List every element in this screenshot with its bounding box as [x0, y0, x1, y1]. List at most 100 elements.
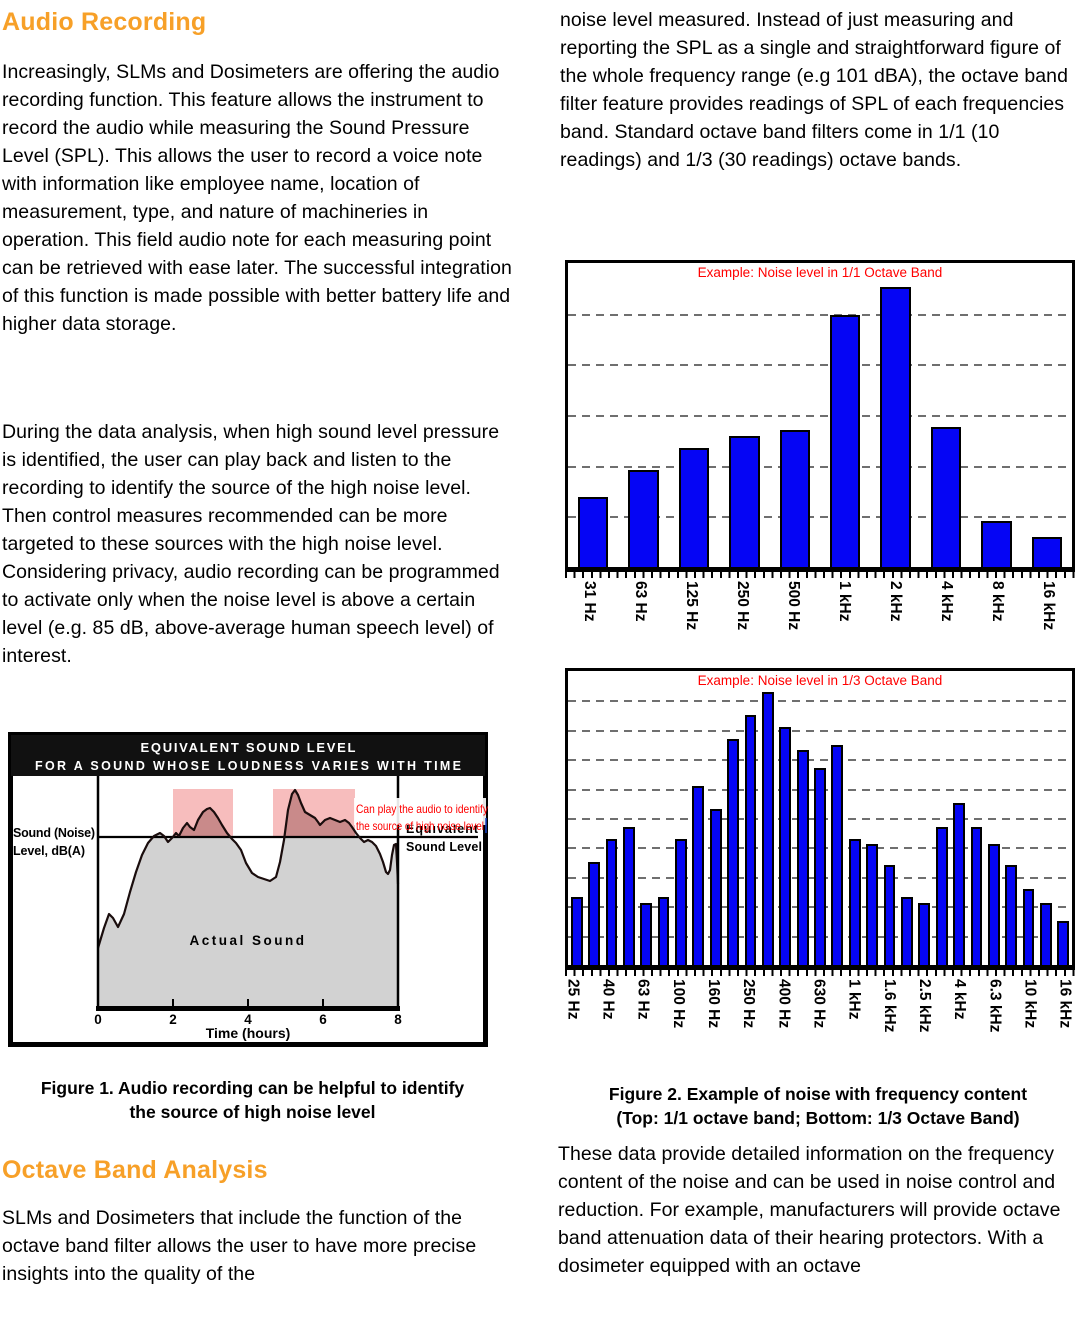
- annotation-backing: [354, 798, 486, 825]
- x-tick-0: 0: [94, 1012, 102, 1027]
- heading-audio-recording: Audio Recording: [2, 8, 207, 36]
- x-axis-label: 6.3 kHz: [986, 979, 1004, 1033]
- figure1-title-bar: [11, 735, 485, 776]
- bar-1: [588, 862, 600, 965]
- bar-19: [900, 897, 913, 965]
- bar-2: [605, 838, 618, 965]
- gridline: [568, 700, 1072, 703]
- x-axis-label: 40 Hz: [599, 979, 617, 1020]
- bar-22: [953, 803, 965, 965]
- bar-23: [970, 826, 983, 965]
- x-axis-label: 16 kHz: [1040, 581, 1057, 631]
- paragraph-audio-recording-2: During the data analysis, when high soun…: [2, 421, 500, 667]
- bar-26: [1022, 888, 1035, 965]
- chart1-title: Example: Noise level in 1/1 Octave Band: [697, 265, 943, 280]
- bar-11: [761, 691, 774, 965]
- gridline: [568, 364, 1072, 367]
- figure2-caption-line1: Figure 2. Example of noise with frequenc…: [608, 1084, 1028, 1104]
- chart2-axis-ticks: [565, 970, 1075, 976]
- time-axis-label: Time (hours): [206, 1025, 291, 1041]
- bar-9: [1031, 536, 1062, 567]
- x-axis-label: 1 kHz: [845, 979, 863, 1020]
- x-axis-label: 2.5 kHz: [916, 979, 934, 1033]
- bar-25: [1005, 865, 1018, 965]
- bar-6: [880, 287, 911, 567]
- x-axis-label: 8 kHz: [989, 581, 1006, 622]
- x-axis-label: 4 kHz: [938, 581, 955, 622]
- chart2-x-labels: 25 Hz 40 Hz 63 Hz 100 Hz 160 Hz 250 Hz 400 Hz 6…: [564, 970, 1075, 1066]
- bar-16: [848, 838, 861, 965]
- figure1-equivalent-sound-level-diagram: EQUIVALENT SOUND LEVEL FOR A SOUND WHOSE…: [8, 732, 488, 1047]
- bar-1: [628, 469, 659, 567]
- figure1-title-line2: FOR A SOUND WHOSE LOUDNESS VARIES WITH T…: [35, 759, 461, 773]
- bar-0: [578, 497, 609, 567]
- bar-6: [675, 838, 687, 965]
- x-tick-6: 6: [319, 1012, 327, 1027]
- gridline: [568, 415, 1072, 417]
- bar-24: [987, 844, 1000, 965]
- y-axis-label-line2: Level, dB(A): [13, 844, 85, 858]
- gridline: [568, 759, 1072, 762]
- octave-1-1-plot: Example: Noise level in 1/1 Octave Band: [565, 260, 1075, 572]
- x-axis-label: 630 Hz: [810, 979, 828, 1029]
- x-tick-4: 4: [244, 1012, 252, 1027]
- x-axis-label: 1 kHz: [836, 581, 853, 622]
- x-axis-label: 1.6 kHz: [880, 979, 898, 1033]
- chart1-axis-ticks: [565, 572, 1075, 578]
- x-axis-label: 31 Hz: [581, 581, 598, 622]
- x-axis-label: 500 Hz: [785, 581, 802, 631]
- x-axis-label: 16 kHz: [1056, 979, 1074, 1029]
- bar-5: [657, 897, 670, 965]
- equivalent-label-line2: Sound Level: [406, 840, 482, 854]
- x-axis-label: 125 Hz: [683, 581, 700, 631]
- bar-18: [883, 865, 896, 965]
- actual-sound-area: [98, 790, 398, 1008]
- x-axis-label: 160 Hz: [704, 979, 722, 1029]
- actual-sound-label: Actual Sound: [190, 933, 307, 948]
- bar-3: [729, 436, 760, 567]
- octave-band-1-1-chart: Example: Noise level in 1/1 Octave Band …: [565, 260, 1075, 630]
- figure2-caption-line2: (Top: 1/1 octave band; Bottom: 1/3 Octav…: [616, 1108, 1020, 1128]
- octave-1-3-plot: Example: Noise level in 1/3 Octave Band: [565, 668, 1075, 970]
- bar-7: [692, 785, 705, 965]
- paragraph-right-1: noise level measured. Instead of just me…: [560, 9, 1068, 171]
- x-axis-label: 2 kHz: [887, 581, 904, 622]
- bar-15: [831, 744, 844, 965]
- x-axis-label: 250 Hz: [740, 979, 758, 1029]
- octave-band-1-3-chart: Example: Noise level in 1/3 Octave Band …: [564, 668, 1075, 1032]
- figure1-caption-line2: the source of high noise level: [129, 1102, 376, 1122]
- bar-4: [779, 430, 810, 567]
- bar-13: [796, 750, 809, 965]
- paragraph-audio-recording-1: Increasingly, SLMs and Dosimeters are of…: [2, 61, 512, 335]
- x-axis-label: 250 Hz: [734, 581, 751, 631]
- x-axis-label: 4 kHz: [951, 979, 969, 1020]
- annotation-line1: Can play the audio to identify: [356, 802, 488, 816]
- bar-10: [744, 715, 757, 965]
- figure1-caption-line1: Figure 1. Audio recording can be helpful…: [40, 1078, 465, 1098]
- paragraph-octave-band-1: SLMs and Dosimeters that include the fun…: [2, 1207, 477, 1285]
- bar-12: [779, 726, 792, 965]
- equivalent-label-line1: Equivalent: [406, 822, 479, 836]
- bar-3: [622, 826, 635, 965]
- bar-7: [930, 427, 962, 567]
- bar-4: [640, 903, 653, 965]
- bar-5: [830, 314, 861, 567]
- bar-17: [866, 844, 879, 965]
- x-axis-label: 400 Hz: [775, 979, 793, 1029]
- chart1-x-labels: 31 Hz 63 Hz 125 Hz 250 Hz 500 Hz 1 kHz 2 kHz 4 …: [565, 572, 1075, 668]
- bar-2: [678, 448, 710, 567]
- x-axis-label: 25 Hz: [564, 979, 582, 1020]
- gridline: [568, 465, 1072, 468]
- x-axis-label: 100 Hz: [669, 979, 687, 1029]
- chart2-title: Example: Noise level in 1/3 Octave Band: [697, 673, 943, 688]
- gridline: [568, 516, 1072, 519]
- paragraph-right-2: These data provide detailed information …: [558, 1143, 1061, 1277]
- bar-28: [1057, 920, 1070, 965]
- y-axis-label-line1: Sound (Noise): [13, 826, 95, 840]
- figure1-title-line1: EQUIVALENT SOUND LEVEL: [141, 740, 356, 755]
- sound-curve: [96, 788, 400, 949]
- bar-8: [981, 521, 1012, 567]
- bar-8: [709, 809, 722, 965]
- x-axis-label: 10 kHz: [1021, 979, 1039, 1029]
